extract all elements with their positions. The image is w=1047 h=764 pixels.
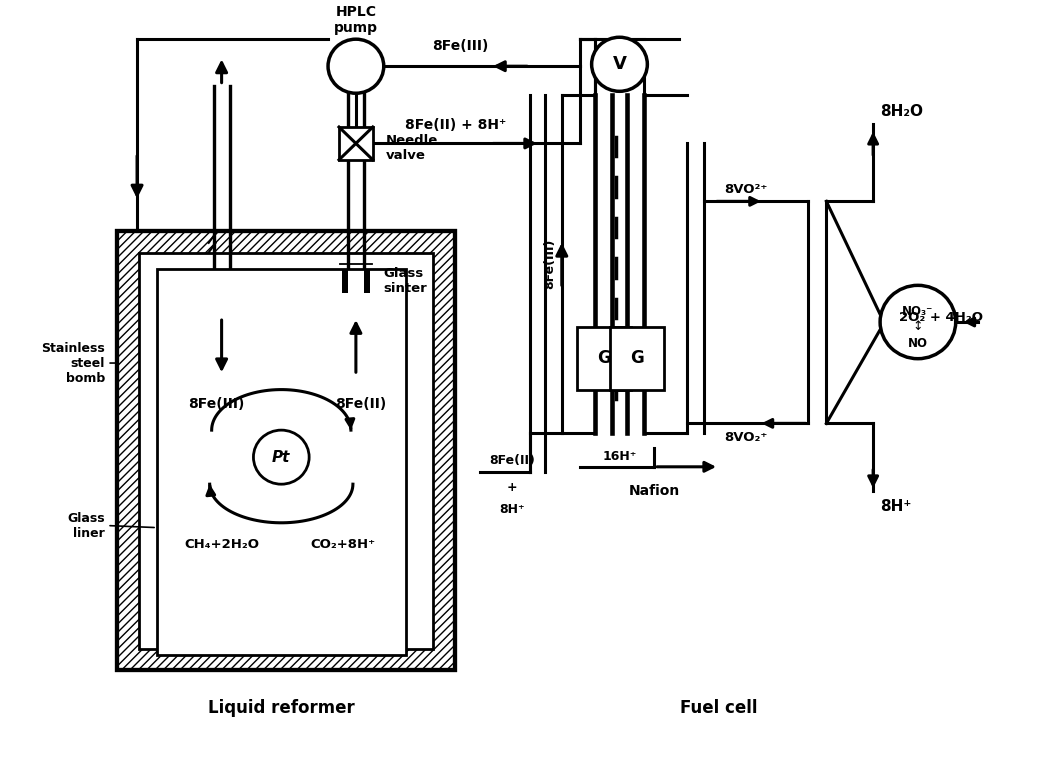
Circle shape: [881, 285, 956, 358]
Bar: [157, 269, 405, 655]
Text: 8Fe(II): 8Fe(II): [335, 397, 386, 411]
Text: 8Fe(II) + 8H⁺: 8Fe(II) + 8H⁺: [405, 118, 506, 132]
Text: G: G: [597, 349, 611, 367]
Text: HPLC
pump: HPLC pump: [334, 5, 378, 35]
Bar: [577, 327, 631, 390]
Text: Nafion: Nafion: [628, 484, 680, 498]
Circle shape: [253, 430, 309, 484]
Text: 8H⁺: 8H⁺: [881, 499, 912, 513]
Text: Pt: Pt: [272, 450, 290, 465]
Bar: [342, 269, 348, 293]
Text: CH₄+2H₂O: CH₄+2H₂O: [184, 538, 259, 551]
Circle shape: [592, 37, 647, 92]
Text: 16H⁺: 16H⁺: [602, 451, 637, 464]
Text: 8VO₂⁺: 8VO₂⁺: [723, 431, 767, 444]
Bar: [339, 127, 373, 160]
Text: Glass
liner: Glass liner: [68, 512, 106, 539]
Text: Liquid reformer: Liquid reformer: [208, 699, 355, 717]
Text: V: V: [612, 55, 626, 73]
Text: G: G: [630, 349, 644, 367]
Text: 8Fe(II): 8Fe(II): [489, 455, 535, 468]
Text: ↕: ↕: [913, 320, 923, 333]
Text: 8H⁺: 8H⁺: [499, 503, 525, 516]
Text: 8H₂O: 8H₂O: [881, 105, 923, 119]
Text: NO₃⁻: NO₃⁻: [903, 305, 934, 318]
Text: NO: NO: [908, 337, 928, 350]
Text: CO₂+8H⁺: CO₂+8H⁺: [310, 538, 376, 551]
Bar: [117, 231, 455, 671]
Text: Stainless
steel
bomb: Stainless steel bomb: [42, 342, 106, 384]
Text: +: +: [507, 481, 517, 494]
Text: 2O₂ + 4H₂O: 2O₂ + 4H₂O: [898, 311, 982, 324]
Circle shape: [328, 39, 384, 93]
Text: 8Fe(III): 8Fe(III): [432, 39, 489, 53]
Bar: [117, 231, 455, 671]
Text: Fuel cell: Fuel cell: [681, 699, 758, 717]
Bar: [609, 327, 664, 390]
Text: Needle
valve: Needle valve: [385, 134, 438, 162]
Bar: [139, 253, 433, 649]
Text: 8Fe(III): 8Fe(III): [543, 239, 556, 290]
Bar: [364, 269, 370, 293]
Text: Glass
sinter: Glass sinter: [384, 267, 427, 294]
Text: 8VO²⁺: 8VO²⁺: [723, 183, 767, 196]
Text: 8Fe(III): 8Fe(III): [188, 397, 245, 411]
